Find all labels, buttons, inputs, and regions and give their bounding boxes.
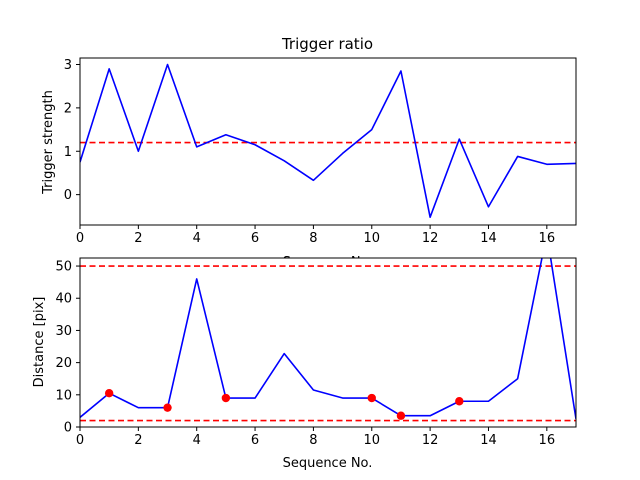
chart-title: Trigger ratio [281, 35, 373, 53]
x-tick-label: 8 [309, 231, 317, 246]
x-tick-label: 0 [76, 433, 84, 448]
x-tick-label: 4 [193, 231, 201, 246]
y-axis-label: Trigger strength [41, 90, 56, 195]
y-tick-label: 50 [55, 260, 72, 275]
plot-background [80, 258, 576, 427]
x-tick-label: 12 [422, 433, 439, 448]
x-tick-label: 6 [251, 231, 259, 246]
y-tick-label: 2 [64, 101, 72, 116]
plot-content [80, 258, 576, 422]
distance-chart: Sequence No. Distance [pix] 0 2 4 6 8 10 12 14 1… [32, 257, 577, 471]
y-tick-label: 40 [55, 292, 72, 307]
data-point [367, 393, 376, 403]
x-tick-label: 14 [480, 231, 497, 246]
data-point [455, 397, 464, 406]
data-point [104, 389, 114, 398]
x-tick-label: 4 [193, 433, 201, 448]
x-tick-label: 10 [363, 231, 380, 246]
x-tick-label: 12 [422, 231, 439, 246]
y-tick-label: 3 [64, 58, 72, 73]
data-point [221, 393, 231, 403]
y-tick-label: 20 [55, 356, 72, 371]
x-tick-label: 0 [76, 231, 84, 246]
series-line [80, 63, 576, 218]
y-tick-label: 10 [55, 388, 72, 403]
data-point [163, 403, 172, 412]
y-tick-label: 0 [64, 188, 72, 203]
axes-frame [79, 57, 577, 226]
data-point [396, 411, 406, 420]
x-tick-label: 6 [251, 433, 259, 448]
x-tick-label: 8 [309, 433, 317, 448]
y-tick-label: 0 [64, 421, 72, 436]
x-tick-label: 16 [539, 433, 556, 448]
plot-content [80, 63, 576, 218]
x-tick-label: 2 [134, 231, 142, 246]
x-tick-label: 16 [539, 231, 556, 246]
x-tick-label: 14 [480, 433, 497, 448]
x-tick-label: 10 [363, 433, 380, 448]
x-axis-label: Sequence No. [283, 456, 373, 471]
series-line [80, 258, 576, 420]
y-axis-label: Distance [pix] [32, 297, 47, 388]
plot-area: 0 2 4 6 8 10 12 14 16 0 10 20 30 40 50 [55, 257, 577, 448]
axes-frame [79, 257, 577, 428]
x-tick-label: 2 [134, 433, 142, 448]
y-tick-label: 1 [64, 145, 72, 160]
y-tick-label: 30 [55, 324, 72, 339]
trigger-ratio-chart: Trigger ratio Sequence No. Trigger stren… [41, 35, 577, 270]
